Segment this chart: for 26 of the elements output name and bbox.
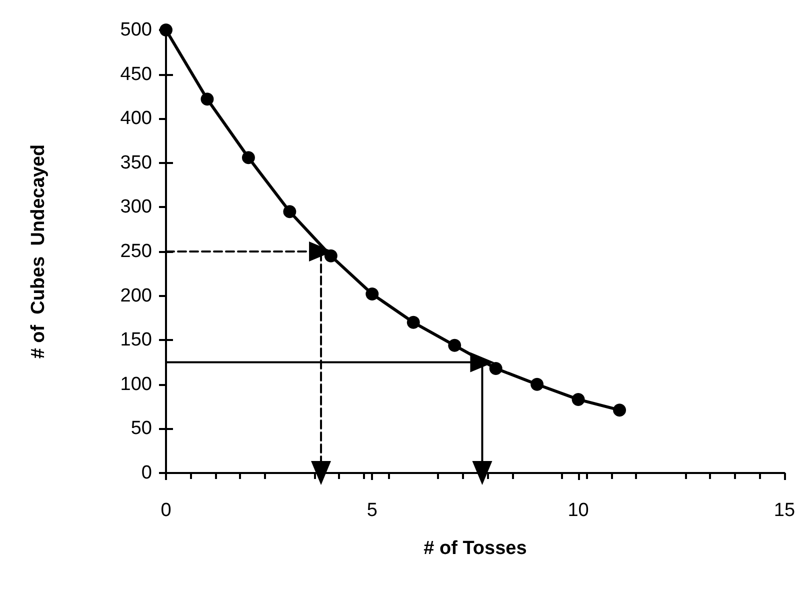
y-tick-label: 500	[120, 20, 152, 40]
y-tick-label: 250	[120, 241, 152, 262]
point	[366, 288, 379, 301]
y-tick-label: 400	[120, 108, 152, 130]
y-tick-label: 0	[141, 462, 152, 484]
y-tick-label: 350	[120, 152, 152, 174]
y-tick-label: 450	[120, 64, 152, 85]
y-tick-label: 50	[130, 418, 152, 440]
point	[572, 392, 585, 406]
x-tick-label: 10	[568, 500, 589, 521]
point	[200, 92, 214, 106]
x-tick-label: 15	[774, 500, 796, 521]
point	[613, 404, 626, 417]
y-tick-label: 100	[120, 374, 152, 395]
y-tick-label: 150	[120, 330, 152, 351]
y-axis-title: # of Cubes Undecayed	[28, 144, 49, 359]
x-axis-title: # of Tosses	[424, 538, 527, 559]
x-tick-label: 5	[366, 500, 378, 521]
y-tick-label: 200	[120, 285, 152, 306]
point	[530, 378, 544, 391]
y-tick-label: 300	[120, 196, 152, 218]
point	[406, 316, 420, 329]
point	[448, 338, 462, 352]
point	[242, 151, 255, 164]
point	[283, 205, 296, 218]
x-tick-label: 0	[160, 500, 172, 521]
